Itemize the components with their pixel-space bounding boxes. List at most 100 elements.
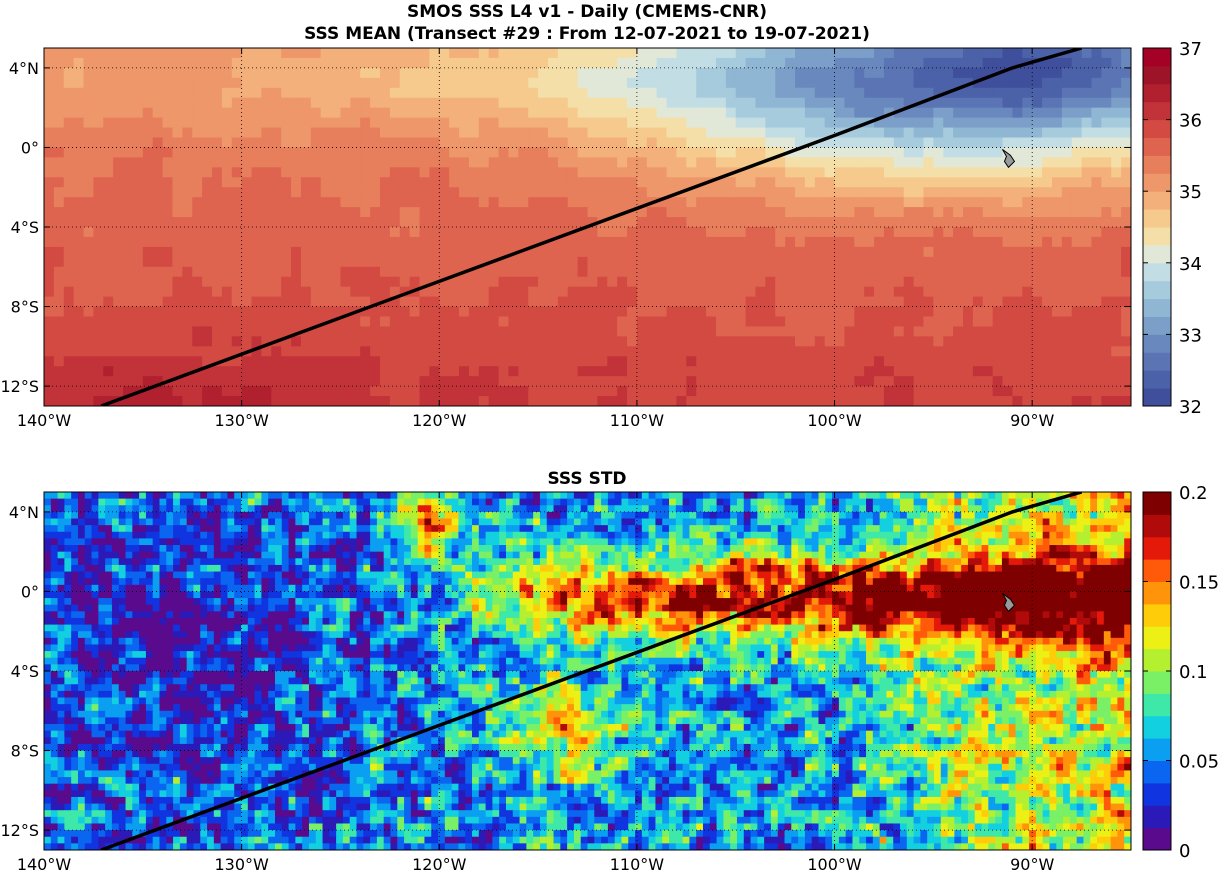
field-cell	[350, 108, 360, 119]
field-cell	[340, 217, 350, 228]
field-cell	[647, 207, 657, 218]
field-cell	[884, 376, 894, 387]
field-cell	[360, 247, 370, 258]
field-cell	[568, 396, 578, 407]
field-cell	[815, 317, 825, 328]
field-cell	[74, 108, 84, 119]
field-cell	[746, 317, 756, 328]
field-cell	[370, 108, 380, 119]
field-cell	[227, 525, 234, 532]
field-cell	[1082, 98, 1092, 109]
field-cell	[874, 237, 884, 248]
field-cell	[173, 519, 180, 526]
field-cell	[1101, 138, 1111, 149]
field-cell	[943, 68, 953, 79]
field-cell	[1042, 217, 1052, 228]
field-cell	[904, 297, 914, 308]
field-cell	[397, 492, 404, 499]
colorbar-segment	[1143, 388, 1171, 406]
field-cell	[252, 88, 262, 99]
field-cell	[528, 396, 538, 407]
field-cell	[123, 138, 133, 149]
field-cell	[696, 356, 706, 367]
field-cell	[192, 267, 202, 278]
field-cell	[54, 227, 64, 238]
field-cell	[1082, 78, 1092, 89]
field-cell	[696, 317, 706, 328]
field-cell	[637, 297, 647, 308]
field-cell	[846, 512, 853, 519]
field-cell	[159, 519, 166, 526]
field-cell	[508, 147, 518, 158]
field-cell	[647, 356, 657, 367]
field-cell	[291, 277, 301, 288]
field-cell	[479, 492, 486, 499]
field-cell	[469, 346, 479, 357]
field-cell	[835, 257, 845, 268]
field-cell	[547, 525, 554, 532]
field-cell	[193, 492, 200, 499]
field-cell	[607, 386, 617, 397]
field-cell	[261, 177, 271, 188]
field-cell	[180, 499, 187, 506]
field-cell	[844, 267, 854, 278]
field-cell	[866, 505, 873, 512]
field-cell	[370, 68, 380, 79]
field-cell	[64, 177, 74, 188]
field-cell	[1052, 187, 1062, 198]
field-cell	[459, 366, 469, 377]
field-cell	[520, 519, 527, 526]
field-cell	[291, 356, 301, 367]
field-cell	[252, 317, 262, 328]
field-cell	[84, 68, 94, 79]
field-cell	[914, 525, 921, 532]
field-cell	[884, 336, 894, 347]
field-cell	[647, 287, 657, 298]
field-cell	[232, 247, 242, 258]
field-cell	[508, 58, 518, 69]
field-cell	[736, 78, 746, 89]
field-cell	[336, 505, 343, 512]
field-cell	[1111, 227, 1121, 238]
field-cell	[518, 197, 528, 208]
field-cell	[1012, 177, 1022, 188]
field-cell	[518, 157, 528, 168]
field-cell	[548, 277, 558, 288]
field-cell	[187, 499, 194, 506]
field-cell	[973, 267, 983, 278]
field-cell	[123, 267, 133, 278]
field-cell	[321, 376, 331, 387]
field-cell	[730, 525, 737, 532]
field-cell	[350, 138, 360, 149]
field-cell	[390, 187, 400, 198]
field-cell	[746, 118, 756, 129]
field-cell	[518, 386, 528, 397]
field-cell	[113, 336, 123, 347]
field-cell	[785, 88, 795, 99]
field-cell	[400, 108, 410, 119]
field-cell	[785, 237, 795, 248]
field-cell	[574, 492, 581, 499]
field-cell	[963, 207, 973, 218]
field-cell	[744, 519, 751, 526]
field-cell	[113, 326, 123, 337]
field-cell	[914, 48, 924, 59]
field-cell	[146, 499, 153, 506]
field-cell	[795, 346, 805, 357]
field-cell	[74, 118, 84, 129]
field-cell	[716, 257, 726, 268]
field-cell	[153, 277, 163, 288]
field-cell	[588, 336, 598, 347]
field-cell	[93, 78, 103, 89]
field-cell	[311, 247, 321, 258]
field-cell	[655, 499, 662, 506]
field-cell	[1062, 217, 1072, 228]
field-cell	[261, 88, 271, 99]
field-cell	[601, 512, 608, 519]
field-cell	[123, 376, 133, 387]
field-cell	[429, 187, 439, 198]
field-cell	[726, 317, 736, 328]
field-cell	[818, 499, 825, 506]
field-cell	[1072, 336, 1082, 347]
field-cell	[449, 227, 459, 238]
